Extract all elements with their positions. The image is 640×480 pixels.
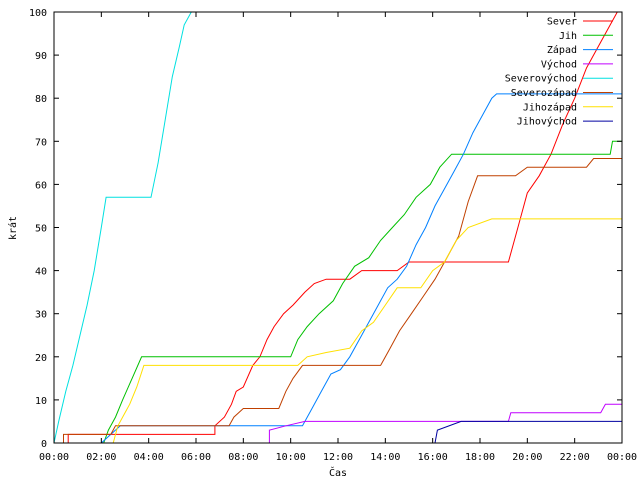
- y-axis-title: krát: [7, 216, 19, 240]
- x-tick-label: 22:00: [560, 452, 590, 463]
- y-tick-label: 50: [35, 224, 47, 235]
- series-line-5: [54, 158, 622, 443]
- x-tick-label: 04:00: [134, 452, 164, 463]
- legend-item: Jihozápad: [523, 101, 613, 113]
- legend-label: Západ: [547, 44, 577, 56]
- legend-item: Východ: [541, 58, 613, 70]
- y-tick-label: 10: [35, 396, 47, 407]
- legend-item: Severozápad: [511, 87, 613, 99]
- series-line-0: [54, 12, 618, 443]
- legend: Sever Jih Západ Východ Severovýchod Severozáp…: [505, 17, 613, 128]
- x-axis-title: Čas: [329, 466, 347, 479]
- y-tick-label: 40: [35, 267, 47, 278]
- x-tick-label: 14:00: [370, 452, 400, 463]
- series-layer: [54, 12, 622, 443]
- y-tick-label: 0: [41, 439, 47, 450]
- legend-label: Východ: [541, 58, 577, 70]
- legend-label: Sever: [547, 17, 577, 28]
- y-tick-label: 90: [35, 51, 47, 62]
- series-line-2: [54, 93, 622, 443]
- legend-item: Západ: [547, 44, 613, 56]
- x-tick-label: 12:00: [323, 452, 353, 463]
- legend-item: Jihovýchod: [517, 116, 613, 128]
- y-tick-label: 100: [29, 8, 47, 19]
- legend-item: Jih: [559, 31, 613, 42]
- series-line-4: [54, 12, 192, 443]
- series-line-3: [54, 403, 622, 443]
- legend-label: Severozápad: [511, 87, 577, 99]
- y-tick-label: 60: [35, 180, 47, 191]
- x-tick-label: 18:00: [465, 452, 495, 463]
- legend-label: Severovýchod: [505, 73, 577, 85]
- y-tick-label: 20: [35, 353, 47, 364]
- x-tick-label: 00:00: [607, 452, 637, 463]
- legend-label: Jih: [559, 31, 577, 42]
- legend-item: Sever: [547, 17, 613, 28]
- series-line-7: [54, 420, 622, 443]
- ticks-layer: 00:00 02:00 04:00 06:00 08:00 10:00 12:00 14:00…: [29, 8, 637, 463]
- y-tick-label: 30: [35, 310, 47, 321]
- x-tick-label: 00:00: [39, 452, 69, 463]
- series-line-1: [54, 140, 622, 443]
- legend-item: Severovýchod: [505, 73, 613, 85]
- series-group: [54, 12, 622, 443]
- x-tick-label: 10:00: [276, 452, 306, 463]
- series-line-6: [54, 218, 622, 443]
- y-tick-label: 70: [35, 137, 47, 148]
- x-tick-label: 16:00: [418, 452, 448, 463]
- x-tick-label: 06:00: [181, 452, 211, 463]
- legend-label: Jihozápad: [523, 101, 577, 113]
- y-tick-label: 80: [35, 94, 47, 105]
- x-tick-label: 20:00: [512, 452, 542, 463]
- legend-label: Jihovýchod: [517, 116, 577, 128]
- x-tick-label: 02:00: [86, 452, 116, 463]
- x-tick-label: 08:00: [228, 452, 258, 463]
